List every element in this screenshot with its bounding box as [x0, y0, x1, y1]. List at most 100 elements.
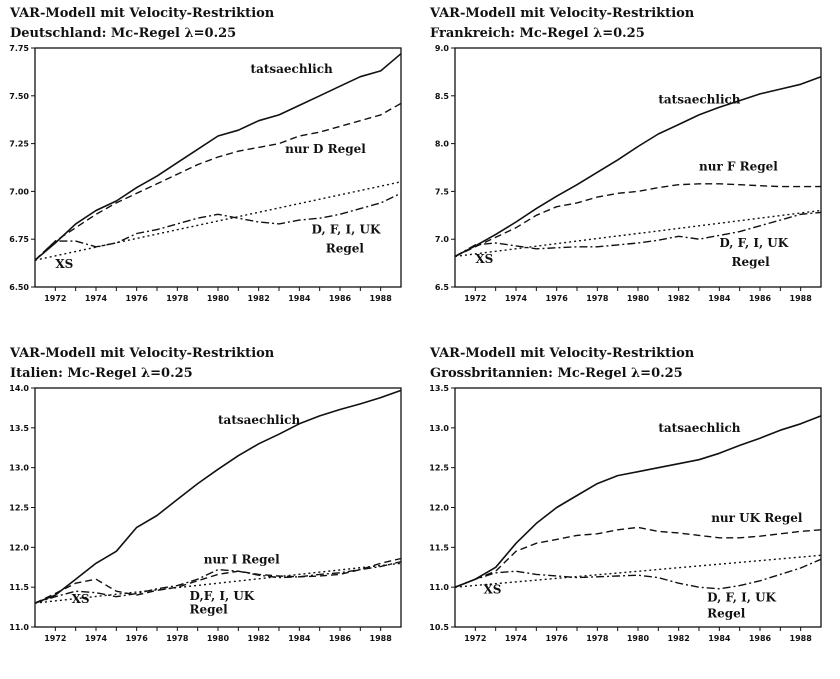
- x-tick-label: 1982: [248, 634, 270, 643]
- chart-subtitle: Italien: Mc-Regel λ=0.25: [10, 366, 193, 381]
- series-annotation: Regel: [707, 606, 746, 620]
- x-tick-label: 1976: [126, 634, 149, 643]
- x-tick-label: 1978: [166, 634, 189, 643]
- y-tick-label: 11.0: [9, 623, 29, 632]
- x-tick-label: 1972: [44, 294, 66, 303]
- y-tick-label: 7.25: [9, 140, 29, 149]
- x-tick-label: 1978: [586, 294, 609, 303]
- y-tick-label: 10.5: [429, 623, 449, 632]
- y-tick-label: 13.5: [9, 424, 29, 433]
- x-tick-label: 1974: [505, 634, 528, 643]
- x-tick-label: 1980: [207, 294, 230, 303]
- x-tick-label: 1982: [248, 294, 270, 303]
- series-annotation: tatsaechlich: [658, 421, 740, 435]
- x-tick-label: 1976: [546, 294, 569, 303]
- y-tick-label: 7.50: [9, 92, 29, 101]
- y-tick-label: 6.75: [9, 235, 29, 244]
- series-annotation: Regel: [326, 242, 365, 256]
- x-tick-label: 1972: [464, 294, 486, 303]
- x-tick-label: 1974: [505, 294, 528, 303]
- x-tick-label: 1984: [708, 634, 731, 643]
- chart-svg: VAR-Modell mit Velocity-Restriktion Gross…: [429, 346, 822, 643]
- y-tick-label: 11.5: [9, 583, 29, 592]
- x-tick-label: 1988: [790, 294, 813, 303]
- series-annotation: nur D Regel: [285, 142, 366, 156]
- chart-svg: VAR-Modell mit Velocity-Restriktion Deuts…: [9, 6, 402, 303]
- chart-deutschland: VAR-Modell mit Velocity-Restriktion Deuts…: [0, 0, 420, 339]
- series-line-solid: [34, 53, 402, 261]
- series-annotation: Regel: [190, 602, 229, 616]
- chart-svg: VAR-Modell mit Velocity-Restriktion Frank…: [429, 6, 822, 303]
- x-tick-label: 1974: [85, 294, 108, 303]
- x-tick-label: 1988: [370, 634, 393, 643]
- series-annotation: XS: [55, 257, 73, 271]
- series-annotation: XS: [483, 583, 501, 597]
- x-tick-label: 1972: [44, 634, 66, 643]
- chart-svg: VAR-Modell mit Velocity-Restriktion Itali…: [9, 346, 402, 643]
- x-tick-label: 1982: [668, 294, 690, 303]
- series-annotation: D, F, I, UK: [719, 236, 788, 250]
- chart-subtitle: Deutschland: Mc-Regel λ=0.25: [10, 26, 236, 41]
- y-tick-label: 13.0: [9, 464, 29, 473]
- x-tick-label: 1984: [708, 294, 731, 303]
- x-tick-label: 1972: [464, 634, 486, 643]
- series-line-dotted: [34, 181, 402, 261]
- y-tick-label: 7.5: [435, 187, 450, 196]
- series-annotation: nur F Regel: [699, 159, 778, 173]
- x-tick-label: 1988: [370, 294, 393, 303]
- x-tick-label: 1988: [790, 634, 813, 643]
- x-tick-label: 1976: [126, 294, 149, 303]
- y-tick-label: 7.0: [435, 235, 450, 244]
- series-annotation: tatsaechlich: [658, 92, 740, 106]
- series-line-dashed: [454, 183, 821, 258]
- series-annotation: Regel: [732, 255, 771, 269]
- y-tick-label: 11.5: [429, 543, 449, 552]
- y-tick-label: 11.0: [429, 583, 449, 592]
- series-annotation: nur I Regel: [204, 552, 280, 566]
- series-annotation: tatsaechlich: [218, 413, 300, 427]
- x-tick-label: 1984: [288, 634, 311, 643]
- y-tick-label: 12.0: [429, 504, 449, 513]
- series-annotation: XS: [72, 592, 90, 606]
- chart-title: VAR-Modell mit Velocity-Restriktion: [429, 6, 695, 21]
- y-tick-label: 12.0: [9, 543, 29, 552]
- y-tick-label: 12.5: [429, 464, 449, 473]
- y-tick-label: 9.0: [435, 44, 450, 53]
- x-tick-label: 1986: [749, 294, 772, 303]
- series-annotation: D, F, I, UK: [312, 222, 381, 236]
- series-line-solid: [454, 75, 822, 258]
- series-line-dotted: [34, 562, 402, 604]
- chart-frankreich: VAR-Modell mit Velocity-Restriktion Frank…: [420, 0, 840, 339]
- y-tick-label: 7.00: [9, 187, 29, 196]
- series-line-dashdot: [454, 211, 822, 258]
- y-tick-label: 13.5: [429, 384, 449, 393]
- y-tick-label: 6.50: [9, 283, 29, 292]
- series-annotation: D, F, I, UK: [707, 591, 776, 605]
- x-tick-label: 1982: [668, 634, 690, 643]
- y-tick-label: 8.0: [435, 140, 450, 149]
- y-tick-label: 12.5: [9, 504, 29, 513]
- y-tick-label: 6.5: [435, 283, 450, 292]
- series-annotation: D,F, I, UK: [190, 589, 255, 603]
- chart-subtitle: Frankreich: Mc-Regel λ=0.25: [430, 26, 645, 41]
- x-tick-label: 1978: [166, 294, 189, 303]
- series-line-solid: [454, 415, 822, 588]
- series-line-dotted: [454, 554, 822, 588]
- series-line-solid: [34, 389, 402, 604]
- x-tick-label: 1980: [627, 294, 650, 303]
- series-line-dashdot: [454, 558, 822, 590]
- series-line-dashed: [34, 102, 402, 261]
- y-tick-label: 8.5: [435, 92, 450, 101]
- chart-grossbritannien: VAR-Modell mit Velocity-Restriktion Gross…: [420, 340, 840, 679]
- y-tick-label: 13.0: [429, 424, 449, 433]
- x-tick-label: 1980: [207, 634, 230, 643]
- x-tick-label: 1980: [627, 634, 650, 643]
- chart-title: VAR-Modell mit Velocity-Restriktion: [429, 346, 695, 361]
- chart-title: VAR-Modell mit Velocity-Restriktion: [9, 346, 275, 361]
- x-tick-label: 1978: [586, 634, 609, 643]
- x-tick-label: 1986: [749, 634, 772, 643]
- chart-title: VAR-Modell mit Velocity-Restriktion: [9, 6, 275, 21]
- chart-italien: VAR-Modell mit Velocity-Restriktion Itali…: [0, 340, 420, 679]
- x-tick-label: 1974: [85, 634, 108, 643]
- x-tick-label: 1986: [329, 294, 352, 303]
